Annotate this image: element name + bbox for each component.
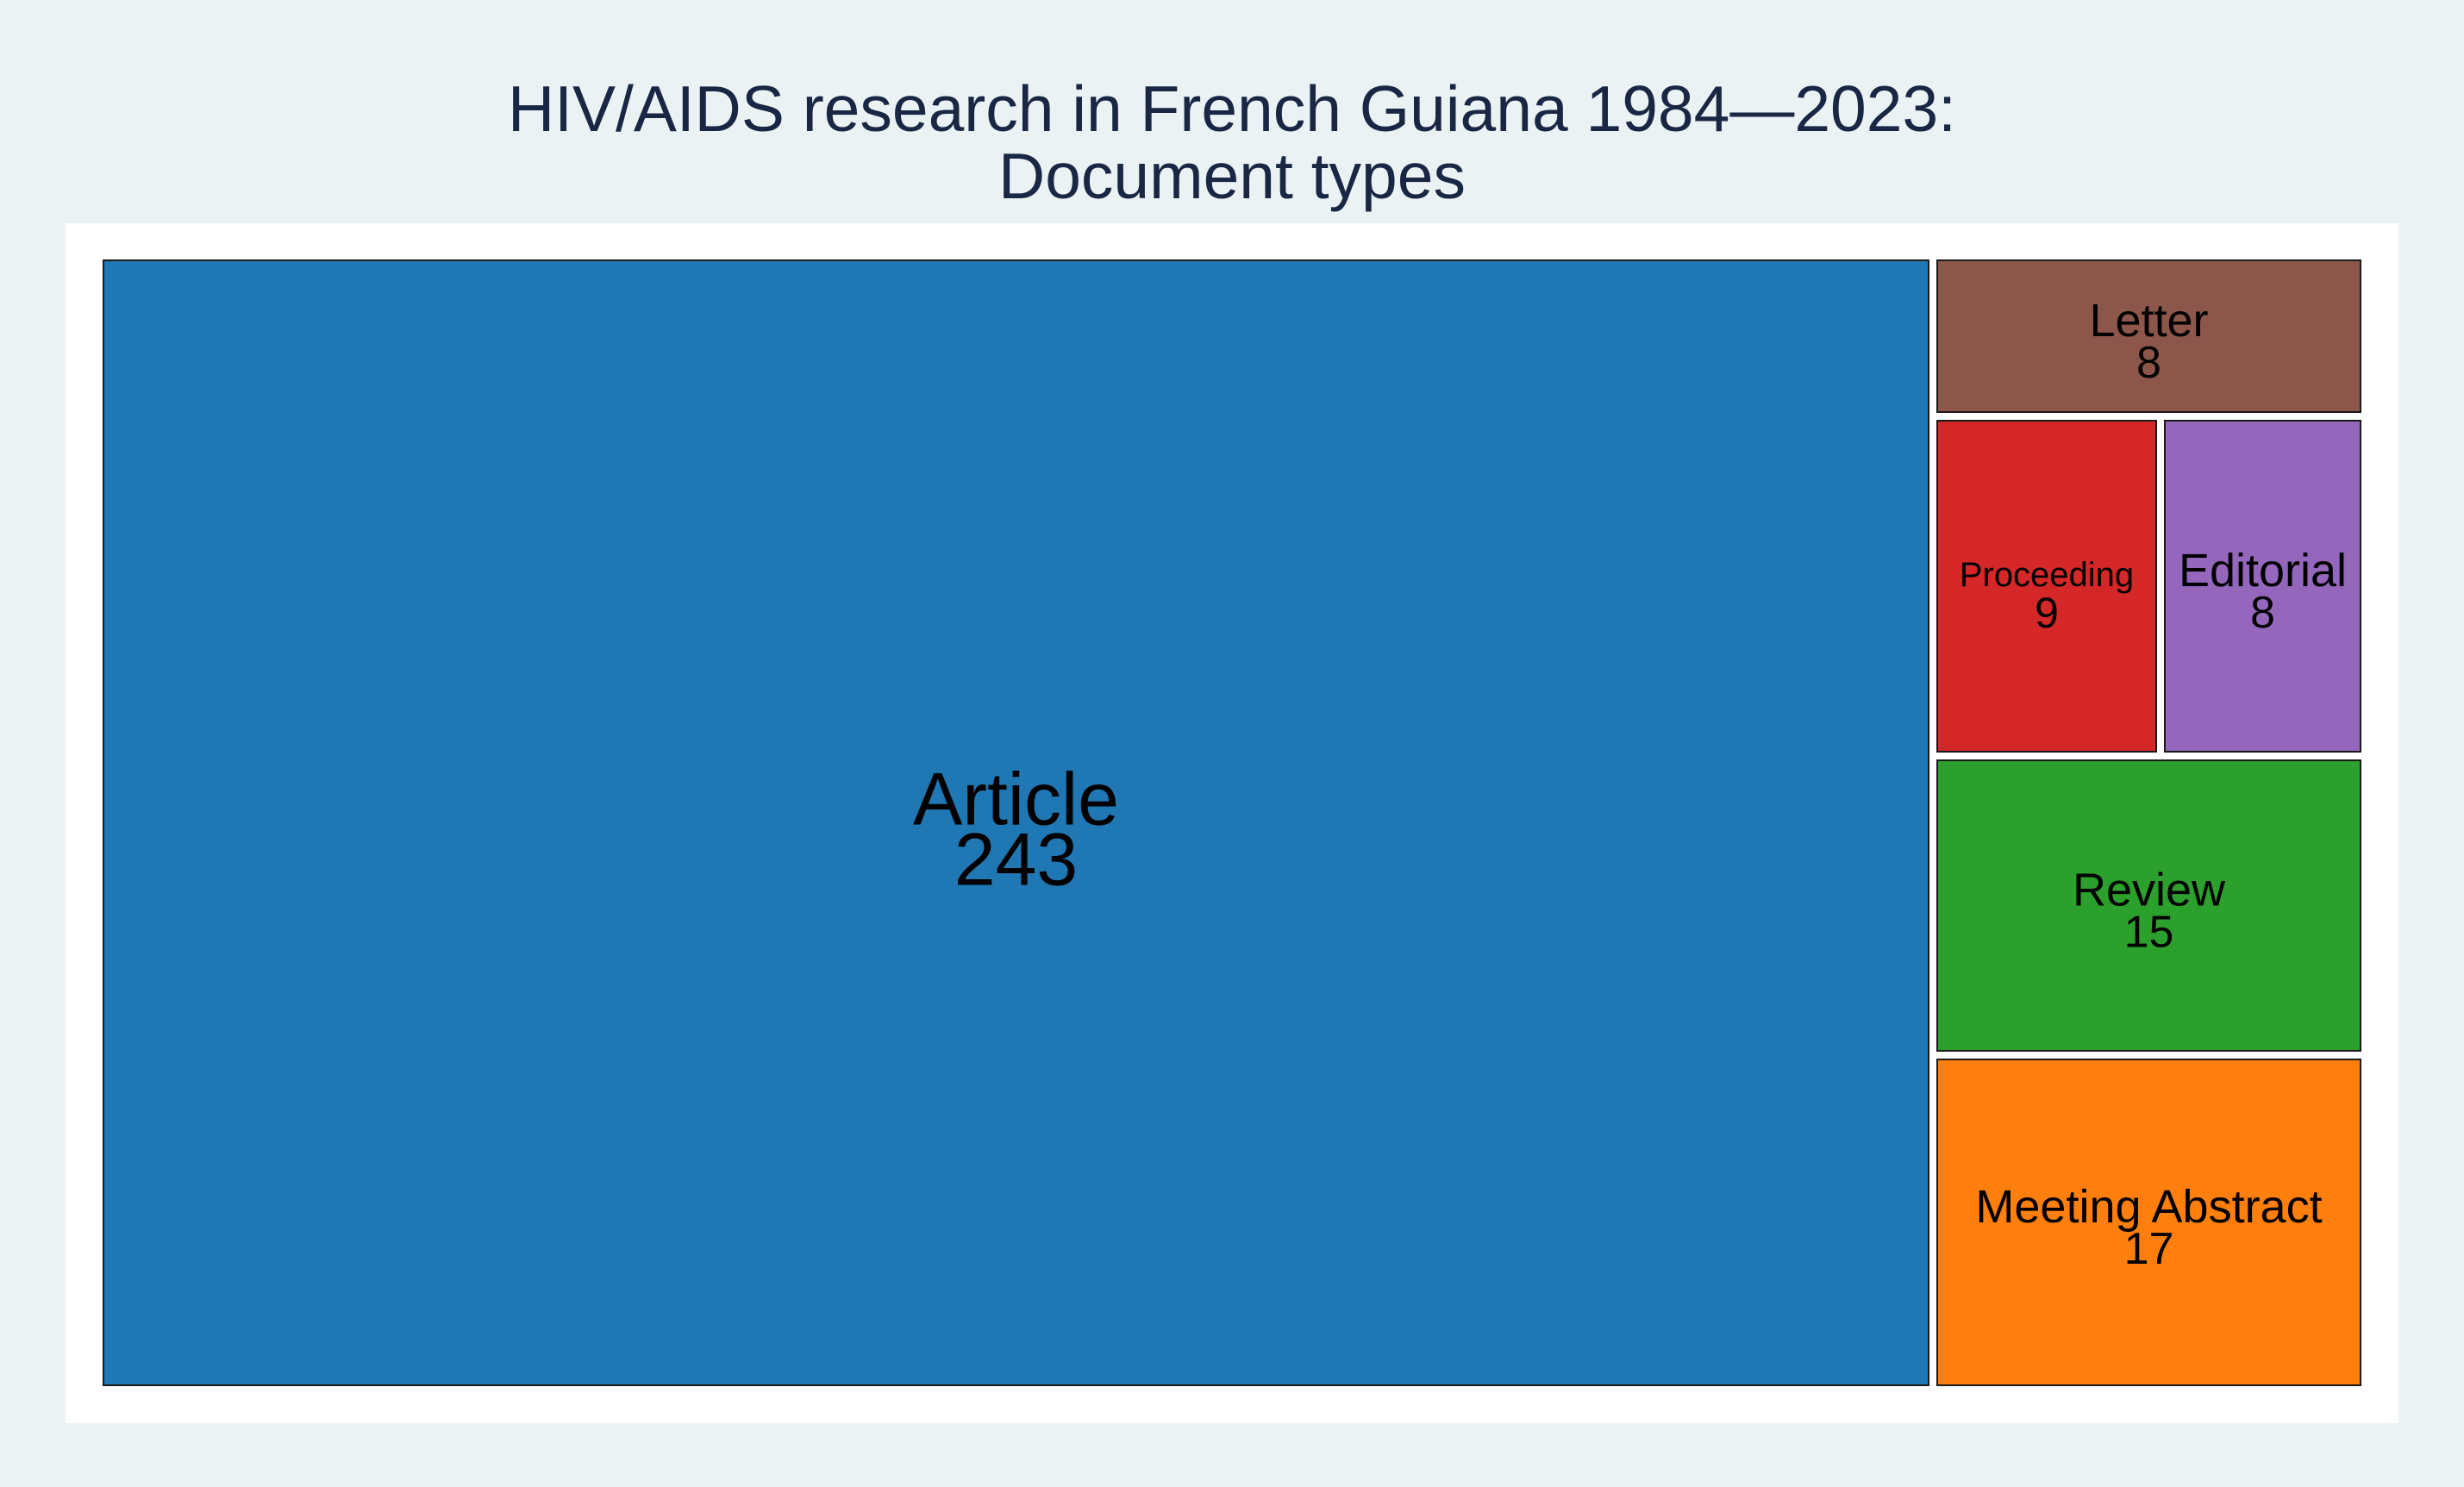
tile-proceeding xyxy=(1936,420,2157,753)
tile-value-meeting-abstract: 17 xyxy=(2124,1224,2174,1274)
tile-value-proceeding: 9 xyxy=(2035,589,2059,637)
tile-label-review: Review xyxy=(2073,865,2226,916)
chart-title-line-2: Document types xyxy=(998,140,1466,212)
tile-meeting-abstract xyxy=(1936,1059,2361,1386)
tile-label-editorial: Editorial xyxy=(2179,545,2347,597)
tile-review xyxy=(1936,759,2361,1052)
tile-value-letter: 8 xyxy=(2136,338,2161,388)
tile-editorial xyxy=(2164,420,2361,753)
tile-value-review: 15 xyxy=(2124,908,2174,958)
tile-letter xyxy=(1936,259,2361,413)
tile-value-article: 243 xyxy=(954,819,1079,902)
tile-label-meeting-abstract: Meeting Abstract xyxy=(1975,1181,2322,1233)
tile-article xyxy=(103,259,1929,1386)
tile-label-letter: Letter xyxy=(2089,295,2208,347)
tile-value-editorial: 8 xyxy=(2250,588,2275,638)
tile-label-proceeding: Proceeding xyxy=(1960,556,2134,594)
tile-label-article: Article xyxy=(913,759,1119,841)
treemap-tiles: Article243Letter8Proceeding9Editorial8Re… xyxy=(103,259,2361,1386)
chart-title-line-1: HIV/AIDS research in French Guiana 1984—… xyxy=(508,72,1956,145)
